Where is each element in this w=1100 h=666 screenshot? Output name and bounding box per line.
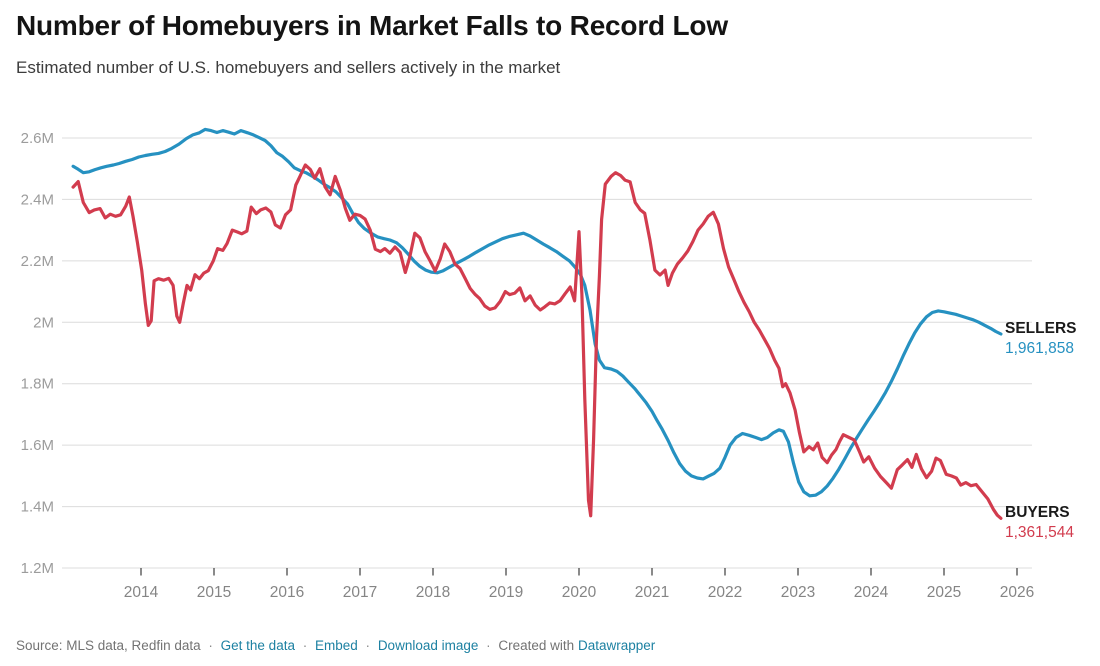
x-axis-label: 2019: [489, 584, 523, 601]
download-image-link[interactable]: Download image: [377, 638, 479, 653]
get-the-data-link[interactable]: Get the data: [220, 638, 295, 653]
sellers-line: [71, 127, 1003, 498]
y-axis-label: 2.4M: [21, 191, 54, 208]
x-axis-label: 2016: [270, 584, 304, 601]
buyers-label: BUYERS: [1005, 504, 1070, 522]
x-axis-label: 2024: [854, 584, 889, 601]
y-axis-label: 1.8M: [21, 376, 54, 393]
chart-subtitle: Estimated number of U.S. homebuyers and …: [16, 58, 561, 77]
x-axis-label: 2018: [416, 584, 450, 601]
y-axis-label: 2M: [33, 314, 54, 331]
embed-link[interactable]: Embed: [315, 638, 358, 653]
y-axis-label: 2.6M: [21, 130, 54, 147]
chart-title: Number of Homebuyers in Market Falls to …: [16, 10, 728, 41]
x-axis-label: 2017: [343, 584, 377, 601]
y-axis-label: 1.6M: [21, 437, 54, 454]
footer-separator: ·: [208, 638, 213, 653]
datawrapper-link[interactable]: Datawrapper: [577, 638, 656, 653]
source-text: Source: MLS data, Redfin data: [16, 638, 201, 653]
y-axis-label: 2.2M: [21, 253, 54, 270]
x-axis-label: 2014: [124, 584, 159, 601]
footer-separator: ·: [486, 638, 491, 653]
x-axis-label: 2015: [197, 584, 231, 601]
x-axis-label: 2026: [1000, 584, 1034, 601]
footer-separator: ·: [365, 638, 371, 653]
series-end-label-buyers: BUYERS 1,361,544: [1005, 503, 1100, 543]
x-axis-label: 2023: [781, 584, 815, 601]
series-end-label-sellers: SELLERS 1,961,858: [1005, 319, 1100, 359]
sellers-value: 1,961,858: [1005, 339, 1074, 357]
x-axis-label: 2022: [708, 584, 742, 601]
plot-svg: 2.6M 2.4M 2.2M 2M 1.8M 1.6M 1.4M 1.2M 2014 2015 20…: [21, 127, 1034, 601]
x-axis-label: 2021: [635, 584, 669, 601]
buyers-value: 1,361,544: [1005, 524, 1074, 542]
buyers-line: [71, 163, 1003, 520]
x-axis-label: 2025: [927, 584, 961, 601]
footer: Source: MLS data, Redfin data · Get the …: [16, 638, 655, 653]
footer-separator: ·: [302, 638, 308, 653]
sellers-label: SELLERS: [1005, 319, 1077, 337]
x-axis-label: 2020: [562, 584, 597, 601]
y-axis-label: 1.2M: [21, 560, 54, 577]
created-with-text: Created with: [498, 638, 575, 653]
y-axis-label: 1.4M: [21, 499, 54, 516]
